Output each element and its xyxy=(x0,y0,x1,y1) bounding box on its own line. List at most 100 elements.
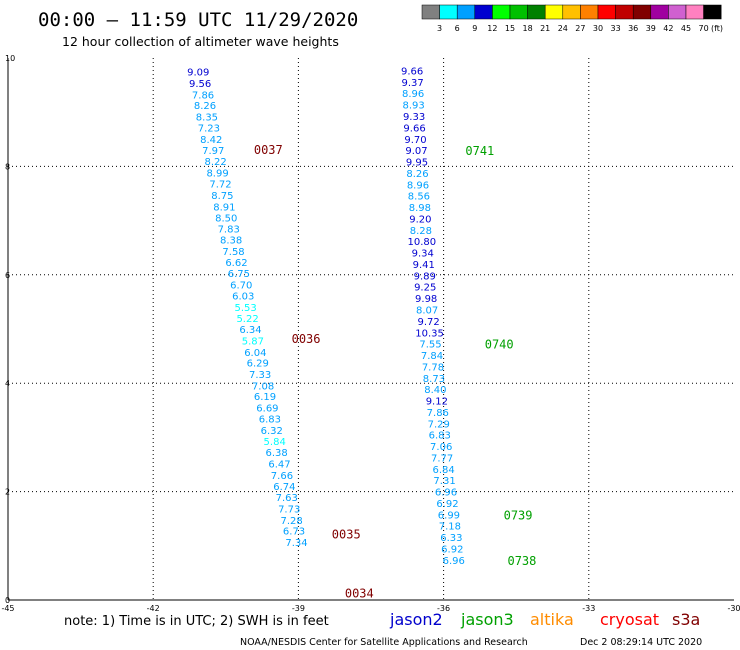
colorbar-label: 9 xyxy=(472,24,477,33)
x-tick-label: -30 xyxy=(727,604,740,613)
data-value-label: 8.56 xyxy=(408,192,430,203)
legend-item-cryosat: cryosat xyxy=(600,610,659,629)
colorbar-swatch xyxy=(527,4,546,20)
colorbar-swatch xyxy=(703,4,722,20)
data-value-label: 9.70 xyxy=(404,135,426,146)
colorbar-swatch xyxy=(492,4,511,20)
data-value-label: 8.40 xyxy=(424,385,446,396)
colorbar-label: 30 xyxy=(593,24,603,33)
colorbar-swatch xyxy=(615,4,634,20)
data-value-label: 7.23 xyxy=(198,123,220,134)
colorbar-swatch xyxy=(632,4,652,20)
y-tick-label: 4 xyxy=(5,379,10,388)
data-value-label: 6.62 xyxy=(225,258,247,269)
data-value-label: 7.77 xyxy=(431,453,453,464)
data-value-label: 7.78 xyxy=(422,362,444,373)
data-value-label: 7.55 xyxy=(419,340,441,351)
y-tick-label: 0 xyxy=(5,596,10,605)
data-value-label: 9.12 xyxy=(426,397,448,408)
data-value-label: 5.53 xyxy=(235,303,257,314)
colorbar-label: 39 xyxy=(646,24,656,33)
data-value-label: 7.63 xyxy=(276,493,298,504)
data-value-label: 6.19 xyxy=(254,392,276,403)
data-value-label: 8.91 xyxy=(213,203,235,214)
data-value-label: 8.75 xyxy=(211,191,233,202)
colorbar-label: 42 xyxy=(663,24,673,33)
footer-credit: NOAA/NESDIS Center for Satellite Applica… xyxy=(240,637,528,648)
data-value-label: 10.80 xyxy=(407,237,436,248)
y-tick-label: 10 xyxy=(5,54,15,63)
data-value-label: 7.34 xyxy=(285,538,307,549)
colorbar-label: 24 xyxy=(558,24,568,33)
colorbar-swatch xyxy=(685,4,704,20)
colorbar-unit: (ft) xyxy=(711,24,723,33)
pass-time-label: 0739 xyxy=(504,508,533,522)
data-value-label: 10.35 xyxy=(415,328,444,339)
legend-item-jason3: jason3 xyxy=(460,610,514,629)
colorbar-label: 27 xyxy=(575,24,585,33)
legend: jason2 jason3 altika cryosat s3a xyxy=(389,610,700,629)
data-value-label: 8.42 xyxy=(200,135,222,146)
colorbar-swatch xyxy=(421,4,440,20)
colorbar-swatch xyxy=(456,4,476,20)
pass-time-label: 0036 xyxy=(292,332,321,346)
data-value-label: 7.29 xyxy=(428,419,450,430)
data-value-label: 6.75 xyxy=(228,269,250,280)
data-value-label: 8.35 xyxy=(196,113,218,124)
data-value-label: 6.33 xyxy=(440,533,462,544)
data-value-label: 8.38 xyxy=(220,236,242,247)
data-value-label: 6.83 xyxy=(259,414,281,425)
colorbar-label: 45 xyxy=(681,24,691,33)
data-value-label: 7.28 xyxy=(280,516,302,527)
footer-note: note: 1) Time is in UTC; 2) SWH is in fe… xyxy=(64,614,329,629)
data-value-label: 6.96 xyxy=(435,488,457,499)
data-value-label: 6.47 xyxy=(268,459,290,470)
data-value-label: 9.20 xyxy=(409,214,431,225)
data-labels: 9.099.567.868.268.357.238.427.978.228.99… xyxy=(187,66,465,566)
data-value-label: 7.31 xyxy=(433,476,455,487)
grid xyxy=(8,58,734,600)
colorbar-swatch xyxy=(668,4,687,20)
data-value-label: 7.73 xyxy=(278,504,300,515)
data-value-label: 6.99 xyxy=(438,510,460,521)
data-value-label: 6.32 xyxy=(261,426,283,437)
data-value-label: 6.92 xyxy=(436,499,458,510)
colorbar-label: 6 xyxy=(455,24,460,33)
data-value-label: 9.95 xyxy=(406,158,428,169)
data-value-label: 9.09 xyxy=(187,68,209,79)
y-tick-label: 2 xyxy=(5,488,10,497)
colorbar: 3 6 9 12 15 18 21 24 27 30 33 36 39 42 45 70 xyxy=(421,4,722,33)
data-value-label: 7.97 xyxy=(202,146,224,157)
data-value-label: 5.87 xyxy=(242,336,264,347)
data-value-label: 6.74 xyxy=(273,482,295,493)
data-value-label: 5.22 xyxy=(236,314,258,325)
pass-time-label: 0034 xyxy=(345,586,374,600)
tick-labels: -45 -42 -39 -36 -33 -30 0 2 4 6 8 10 xyxy=(1,54,740,613)
colorbar-swatch xyxy=(474,4,493,20)
data-value-label: 9.07 xyxy=(405,146,427,157)
x-tick-label: -45 xyxy=(1,604,14,613)
data-value-label: 8.99 xyxy=(206,168,228,179)
colorbar-label: 36 xyxy=(628,24,638,33)
legend-item-jason2: jason2 xyxy=(389,610,443,629)
data-value-label: 7.86 xyxy=(192,90,214,101)
x-tick-label: -39 xyxy=(292,604,305,613)
data-value-label: 8.28 xyxy=(410,226,432,237)
data-value-label: 8.26 xyxy=(406,169,428,180)
data-value-label: 9.66 xyxy=(401,66,423,77)
data-value-label: 6.69 xyxy=(256,404,278,415)
data-value-label: 6.83 xyxy=(429,431,451,442)
colorbar-label: 33 xyxy=(611,24,621,33)
data-value-label: 8.26 xyxy=(194,101,216,112)
footer-timestamp: Dec 2 08:29:14 UTC 2020 xyxy=(580,637,702,648)
x-tick-label: -42 xyxy=(147,604,160,613)
data-value-label: 8.93 xyxy=(402,101,424,112)
data-value-label: 8.96 xyxy=(407,180,429,191)
colorbar-swatch xyxy=(544,4,564,20)
data-value-label: 6.84 xyxy=(432,465,454,476)
data-value-label: 9.72 xyxy=(417,317,439,328)
data-value-label: 7.66 xyxy=(271,471,293,482)
data-value-label: 6.73 xyxy=(283,527,305,538)
